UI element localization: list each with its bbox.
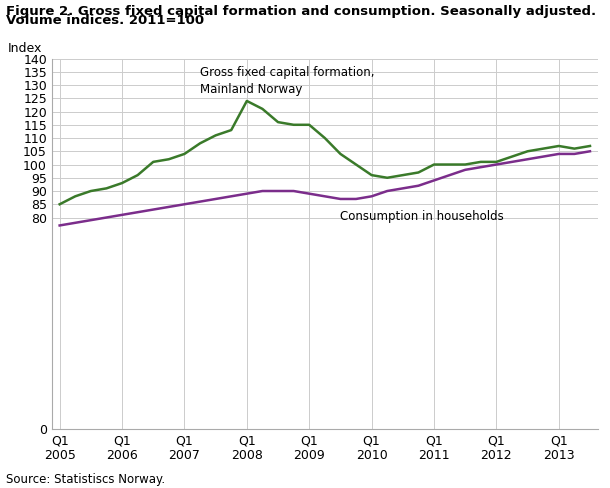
Text: Index: Index: [8, 42, 43, 55]
Text: Figure 2. Gross fixed capital formation and consumption. Seasonally adjusted.: Figure 2. Gross fixed capital formation …: [6, 5, 596, 18]
Text: Consumption in households: Consumption in households: [340, 209, 504, 223]
Text: Gross fixed capital formation,
Mainland Norway: Gross fixed capital formation, Mainland …: [200, 66, 375, 96]
Text: Source: Statistiscs Norway.: Source: Statistiscs Norway.: [6, 472, 165, 486]
Text: Volume indices. 2011=100: Volume indices. 2011=100: [6, 14, 204, 27]
